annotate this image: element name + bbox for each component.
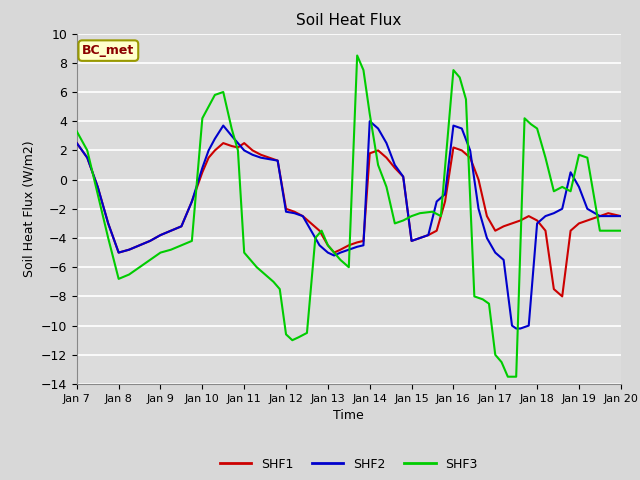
SHF2 xyxy=(513,325,520,331)
SHF1 xyxy=(617,213,625,219)
SHF2 xyxy=(360,242,367,248)
SHF1 xyxy=(73,140,81,146)
SHF3 xyxy=(157,250,164,255)
SHF3 xyxy=(303,330,311,336)
Line: SHF1: SHF1 xyxy=(77,143,621,296)
SHF3 xyxy=(504,374,511,380)
Line: SHF3: SHF3 xyxy=(77,56,621,377)
SHF1 xyxy=(424,232,432,238)
X-axis label: Time: Time xyxy=(333,409,364,422)
SHF1 xyxy=(558,293,566,300)
SHF2 xyxy=(316,242,323,248)
Text: BC_met: BC_met xyxy=(82,44,134,57)
SHF2 xyxy=(73,140,81,146)
SHF1 xyxy=(374,147,382,153)
SHF2 xyxy=(596,213,604,219)
SHF2 xyxy=(220,123,227,129)
SHF1 xyxy=(157,232,164,238)
SHF3 xyxy=(492,352,499,358)
Line: SHF2: SHF2 xyxy=(77,121,621,328)
SHF2 xyxy=(366,119,374,124)
Legend: SHF1, SHF2, SHF3: SHF1, SHF2, SHF3 xyxy=(214,453,483,476)
SHF1 xyxy=(307,220,315,226)
SHF3 xyxy=(73,129,81,134)
SHF2 xyxy=(550,210,557,216)
SHF2 xyxy=(249,152,257,157)
SHF3 xyxy=(575,152,583,157)
SHF3 xyxy=(125,272,133,277)
SHF1 xyxy=(345,242,353,248)
SHF1 xyxy=(416,235,424,241)
SHF2 xyxy=(617,213,625,219)
Y-axis label: Soil Heat Flux (W/m2): Soil Heat Flux (W/m2) xyxy=(22,141,35,277)
SHF3 xyxy=(617,228,625,234)
SHF3 xyxy=(353,53,361,59)
Title: Soil Heat Flux: Soil Heat Flux xyxy=(296,13,401,28)
SHF3 xyxy=(324,242,332,248)
